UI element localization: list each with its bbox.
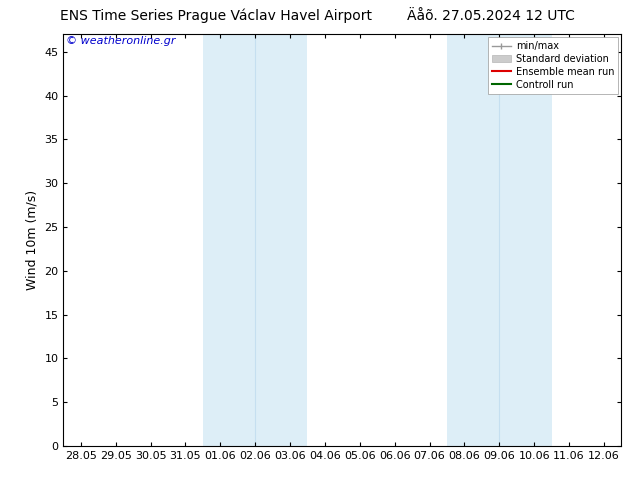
Y-axis label: Wind 10m (m/s): Wind 10m (m/s) bbox=[26, 190, 39, 290]
Text: © weatheronline.gr: © weatheronline.gr bbox=[66, 36, 176, 47]
Bar bbox=[447, 34, 552, 446]
Legend: min/max, Standard deviation, Ensemble mean run, Controll run: min/max, Standard deviation, Ensemble me… bbox=[488, 37, 618, 94]
Text: ENS Time Series Prague Václav Havel Airport        Äåõ. 27.05.2024 12 UTC: ENS Time Series Prague Václav Havel Airp… bbox=[60, 7, 574, 24]
Bar bbox=[203, 34, 307, 446]
